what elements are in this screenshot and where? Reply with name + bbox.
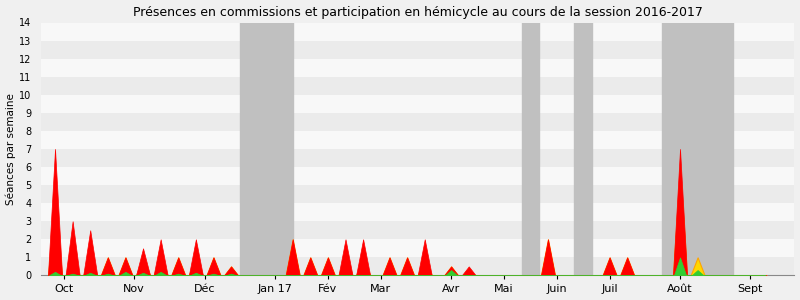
Bar <box>41 95 794 113</box>
Bar <box>41 40 794 58</box>
Bar <box>41 239 794 257</box>
Y-axis label: Séances par semaine: Séances par semaine <box>6 93 16 205</box>
Bar <box>41 203 794 221</box>
Bar <box>240 22 293 275</box>
Bar <box>41 22 794 40</box>
Bar <box>574 22 592 275</box>
Bar <box>41 149 794 167</box>
Bar <box>41 257 794 275</box>
Bar <box>662 22 733 275</box>
Bar <box>41 113 794 131</box>
Bar <box>41 131 794 149</box>
Bar <box>41 167 794 185</box>
Bar <box>41 77 794 95</box>
Bar <box>41 185 794 203</box>
Bar <box>41 221 794 239</box>
Title: Présences en commissions et participation en hémicycle au cours de la session 20: Présences en commissions et participatio… <box>133 6 702 19</box>
Bar <box>522 22 539 275</box>
Bar <box>41 58 794 77</box>
